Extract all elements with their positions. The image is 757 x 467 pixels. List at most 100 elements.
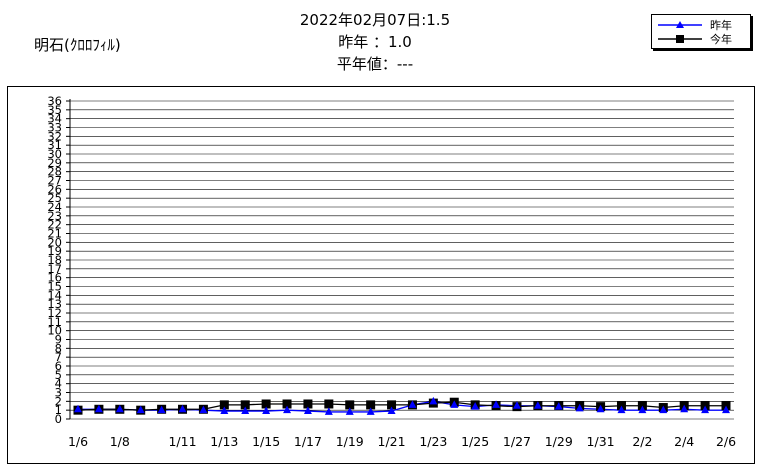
data-point-this-year xyxy=(261,399,271,409)
y-tick-label: 21 xyxy=(47,227,62,241)
plot-frame: 0 1 2 3 4 5 6 7 8 9 10 11 12 13 14 15 16 17 18 19 20 21 22 23 24… xyxy=(7,86,755,464)
y-tick-label: 19 xyxy=(47,244,62,258)
data-point-last-year xyxy=(94,404,103,413)
y-tick-label: 15 xyxy=(47,280,62,294)
data-point-last-year xyxy=(283,405,292,414)
chart-legend: 昨年 今年 xyxy=(651,14,751,49)
data-point-this-year xyxy=(282,399,292,409)
data-point-last-year xyxy=(220,406,229,415)
y-tick-label: 16 xyxy=(47,271,62,285)
legend-label-this-year: 今年 xyxy=(710,32,732,46)
series-line-this-year xyxy=(77,401,726,411)
data-point-last-year xyxy=(178,404,187,413)
chart-header: 2022年02月07日:1.5 昨年 ：1.0 平年値：--- xyxy=(240,9,510,75)
y-tick-label: 5 xyxy=(55,368,62,382)
data-point-last-year xyxy=(471,402,480,410)
data-point-this-year xyxy=(387,400,397,410)
y-tick-label: 36 xyxy=(47,94,62,108)
date-value-line: 2022年02月07日:1.5 xyxy=(299,11,451,29)
data-point-last-year xyxy=(136,405,145,414)
data-point-last-year xyxy=(115,404,124,413)
legend-marker-triangle-icon xyxy=(676,21,684,28)
data-point-last-year xyxy=(596,404,605,413)
line-chart: 0123456789101112131415161718192021222324… xyxy=(47,94,736,449)
data-point-last-year xyxy=(722,405,730,414)
data-point-this-year xyxy=(366,400,376,410)
data-point-this-year xyxy=(303,399,313,409)
legend-entry-this-year: 今年 xyxy=(658,32,732,46)
data-point-last-year xyxy=(366,407,375,415)
y-tick-label: 20 xyxy=(47,235,62,249)
x-tick-label: 2/4 xyxy=(674,434,694,449)
data-point-last-year xyxy=(492,400,501,408)
y-tick-label: 22 xyxy=(47,218,62,232)
y-tick-label: 31 xyxy=(47,138,62,152)
data-point-last-year xyxy=(324,407,333,415)
data-point-last-year xyxy=(345,407,354,415)
data-point-last-year xyxy=(157,405,166,414)
x-tick-label: 1/31 xyxy=(587,434,615,449)
data-point-last-year xyxy=(533,401,542,409)
last-year-line: 昨年 ：1.0 xyxy=(338,33,412,51)
data-point-last-year xyxy=(659,405,668,414)
y-tick-label: 4 xyxy=(55,377,62,391)
data-point-last-year xyxy=(199,405,208,414)
legend-entry-last-year: 昨年 xyxy=(658,18,732,32)
data-point-last-year xyxy=(387,406,396,415)
x-tick-label: 1/19 xyxy=(336,434,364,449)
x-tick-label: 1/17 xyxy=(294,434,322,449)
data-point-last-year xyxy=(575,403,584,412)
y-tick-label: 26 xyxy=(47,182,62,196)
y-tick-label: 18 xyxy=(47,253,62,267)
y-tick-label: 10 xyxy=(47,324,62,338)
x-tick-label: 1/13 xyxy=(210,434,238,449)
x-tick-label: 1/21 xyxy=(378,434,406,449)
data-point-last-year xyxy=(74,404,82,413)
y-tick-label: 13 xyxy=(47,297,62,311)
data-point-last-year xyxy=(241,406,250,415)
data-point-last-year xyxy=(262,406,271,415)
y-tick-label: 24 xyxy=(47,200,62,214)
y-tick-label: 30 xyxy=(47,147,62,161)
y-tick-label: 25 xyxy=(47,191,62,205)
x-tick-label: 1/29 xyxy=(545,434,573,449)
y-tick-label: 27 xyxy=(47,174,62,188)
station-label: 明石(ｸﾛﾛﾌｨﾙ) xyxy=(34,36,121,54)
y-tick-label: 33 xyxy=(47,121,62,135)
x-tick-label: 1/11 xyxy=(168,434,196,449)
y-tick-label: 23 xyxy=(47,209,62,223)
x-tick-label: 1/27 xyxy=(503,434,531,449)
data-point-last-year xyxy=(680,404,689,413)
y-tick-label: 1 xyxy=(55,403,62,417)
x-tick-label: 1/15 xyxy=(252,434,280,449)
y-tick-label: 12 xyxy=(47,306,62,320)
y-tick-label: 9 xyxy=(55,333,62,347)
y-tick-label: 34 xyxy=(47,112,62,126)
y-tick-label: 7 xyxy=(55,350,62,364)
y-tick-label: 28 xyxy=(47,165,62,179)
x-tick-label: 1/25 xyxy=(461,434,489,449)
y-tick-label: 11 xyxy=(47,315,62,329)
y-tick-label: 14 xyxy=(47,288,62,302)
data-point-this-year xyxy=(345,400,355,410)
data-point-last-year xyxy=(429,396,438,405)
data-point-last-year xyxy=(701,405,710,414)
y-tick-label: 35 xyxy=(47,103,62,117)
y-tick-label: 17 xyxy=(47,262,62,276)
data-point-last-year xyxy=(638,405,647,414)
normal-value-line: 平年値：--- xyxy=(336,55,414,73)
data-point-last-year xyxy=(408,400,417,408)
data-point-last-year xyxy=(450,400,459,408)
y-tick-label: 8 xyxy=(55,341,62,355)
legend-svg: 昨年 今年 xyxy=(658,18,732,46)
legend-label-last-year: 昨年 xyxy=(710,18,732,32)
data-point-last-year xyxy=(554,402,563,410)
x-tick-label: 2/6 xyxy=(716,434,736,449)
data-point-last-year xyxy=(512,401,521,409)
data-point-this-year xyxy=(219,400,229,410)
legend-marker-square-icon xyxy=(676,35,684,43)
x-tick-label: 1/23 xyxy=(419,434,447,449)
y-tick-label: 32 xyxy=(47,129,62,143)
y-tick-label: 2 xyxy=(55,394,62,408)
y-tick-label: 3 xyxy=(55,386,62,400)
